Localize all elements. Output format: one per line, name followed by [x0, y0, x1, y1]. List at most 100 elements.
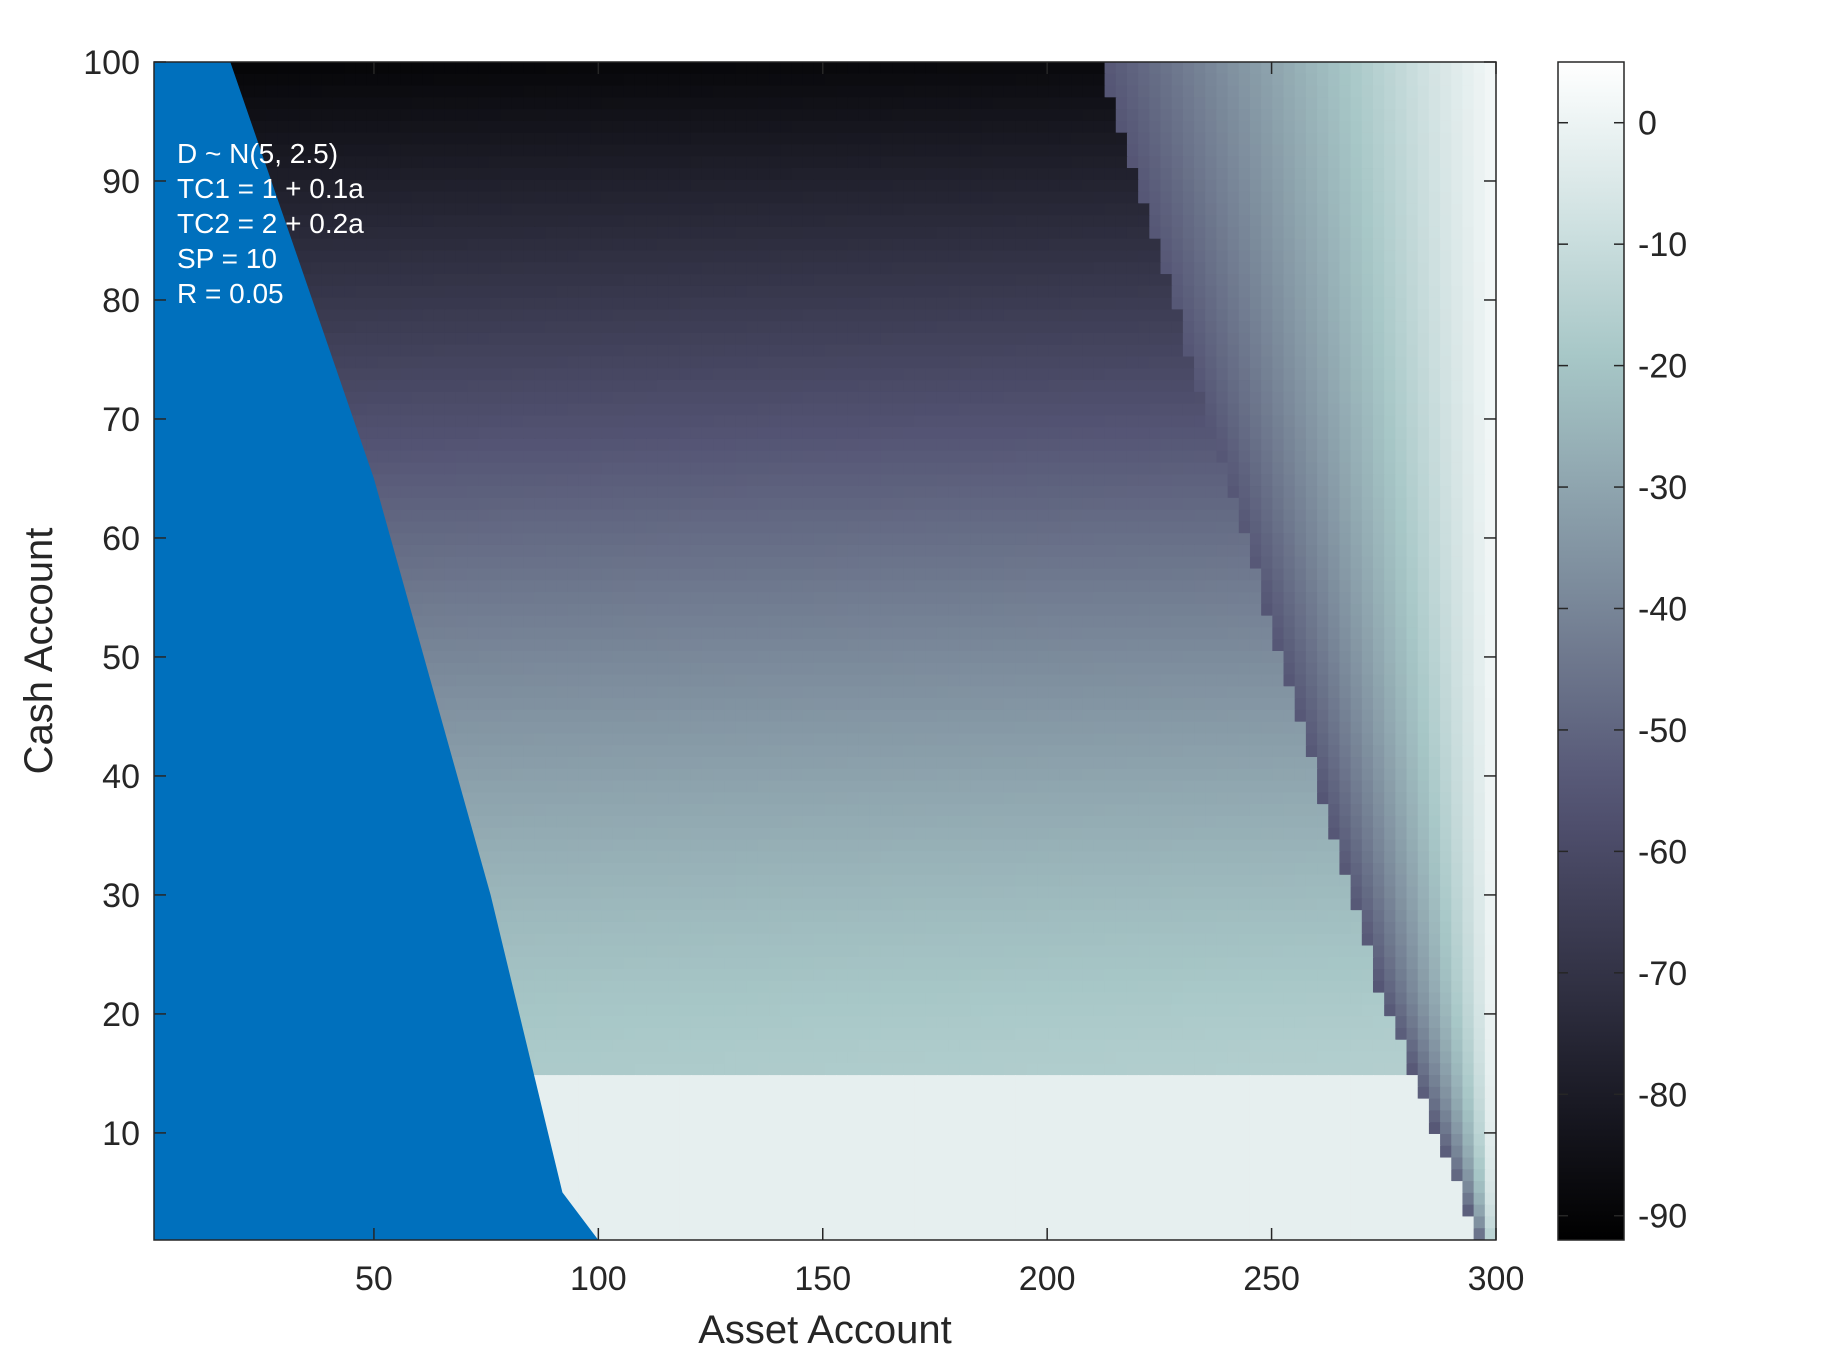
heatmap-cell	[992, 356, 1005, 370]
heatmap-cell	[869, 274, 882, 287]
heatmap-cell	[1071, 226, 1084, 240]
heatmap-cell	[802, 450, 815, 464]
heatmap-cell	[1059, 415, 1072, 428]
heatmap-cell	[1417, 156, 1430, 169]
heatmap-cell	[959, 62, 972, 75]
heatmap-cell	[299, 73, 312, 87]
heatmap-cell	[1037, 85, 1050, 99]
heatmap-cell	[746, 321, 759, 334]
heatmap-cell	[903, 309, 916, 322]
heatmap-cell	[948, 344, 960, 358]
heatmap-cell	[735, 168, 748, 181]
heatmap-cell	[970, 203, 983, 216]
heatmap-cell	[735, 544, 748, 558]
heatmap-cell	[1384, 497, 1397, 511]
heatmap-cell	[679, 285, 692, 299]
heatmap-cell	[455, 427, 468, 440]
heatmap-cell	[1059, 168, 1072, 181]
heatmap-cell	[422, 73, 435, 87]
heatmap-cell	[1328, 168, 1341, 181]
heatmap-cell	[545, 120, 558, 134]
heatmap-cell	[1294, 215, 1307, 228]
heatmap-cell	[925, 85, 938, 99]
heatmap-cell	[713, 309, 726, 322]
heatmap-cell	[299, 203, 312, 216]
heatmap-cell	[925, 533, 938, 546]
heatmap-cell	[657, 321, 670, 334]
heatmap-cell	[489, 97, 502, 110]
heatmap-cell	[1037, 274, 1050, 287]
heatmap-cell	[1384, 262, 1397, 275]
heatmap-cell	[1339, 403, 1352, 417]
heatmap-cell	[1003, 179, 1016, 193]
heatmap-cell	[713, 427, 726, 440]
heatmap-cell	[511, 521, 524, 534]
heatmap-cell	[970, 544, 983, 558]
heatmap-cell	[970, 262, 983, 275]
heatmap-cell	[467, 474, 480, 487]
heatmap-cell	[1361, 356, 1374, 370]
heatmap-cell	[366, 203, 379, 216]
heatmap-cell	[948, 332, 960, 346]
heatmap-cell	[1328, 344, 1341, 358]
heatmap-cell	[1384, 85, 1397, 99]
heatmap-cell	[1126, 179, 1139, 193]
heatmap-cell	[970, 462, 983, 476]
heatmap-cell	[1361, 297, 1374, 311]
heatmap-cell	[478, 486, 491, 499]
heatmap-cell	[433, 238, 446, 252]
heatmap-cell	[578, 179, 591, 193]
heatmap-cell	[1406, 427, 1419, 440]
heatmap-cell	[1238, 168, 1251, 181]
heatmap-cell	[422, 521, 435, 534]
heatmap-cell	[903, 274, 916, 287]
heatmap-cell	[1249, 109, 1262, 122]
heatmap-cell	[1384, 97, 1397, 110]
heatmap-cell	[444, 62, 457, 75]
heatmap-cell	[1227, 285, 1240, 299]
heatmap-cell	[813, 321, 826, 334]
heatmap-cell	[724, 250, 737, 264]
heatmap-cell	[780, 109, 793, 122]
heatmap-cell	[511, 297, 524, 311]
heatmap-cell	[1283, 179, 1296, 193]
heatmap-cell	[1205, 486, 1218, 499]
heatmap-cell	[1384, 203, 1397, 216]
heatmap-cell	[646, 226, 659, 240]
heatmap-cell	[1372, 450, 1385, 464]
heatmap-cell	[355, 97, 368, 110]
heatmap-cell	[634, 380, 647, 393]
heatmap-cell	[780, 156, 793, 169]
heatmap-cell	[690, 415, 703, 428]
heatmap-cell	[310, 85, 323, 99]
heatmap-cell	[724, 215, 737, 228]
heatmap-cell	[578, 215, 591, 228]
heatmap-cell	[1048, 97, 1061, 110]
heatmap-cell	[1216, 109, 1229, 122]
heatmap-cell	[377, 462, 390, 476]
heatmap-cell	[299, 97, 312, 110]
heatmap-cell	[1093, 521, 1106, 534]
heatmap-cell	[1395, 427, 1408, 440]
heatmap-cell	[858, 109, 871, 122]
heatmap-cell	[1440, 109, 1453, 122]
heatmap-cell	[914, 450, 927, 464]
heatmap-cell	[1037, 191, 1050, 205]
heatmap-cell	[578, 62, 591, 75]
heatmap-cell	[757, 297, 770, 311]
heatmap-cell	[590, 215, 603, 228]
heatmap-cell	[1261, 120, 1274, 134]
heatmap-cell	[433, 62, 446, 75]
heatmap-cell	[1003, 497, 1016, 511]
heatmap-cell	[802, 156, 815, 169]
heatmap-cell	[657, 309, 670, 322]
heatmap-cell	[433, 391, 446, 405]
heatmap-cell	[556, 474, 569, 487]
heatmap-cell	[657, 427, 670, 440]
heatmap-cell	[1093, 321, 1106, 334]
heatmap-cell	[634, 97, 647, 110]
heatmap-cell	[523, 85, 536, 99]
heatmap-cell	[735, 509, 748, 523]
heatmap-cell	[1428, 380, 1441, 393]
heatmap-cell	[981, 309, 994, 322]
